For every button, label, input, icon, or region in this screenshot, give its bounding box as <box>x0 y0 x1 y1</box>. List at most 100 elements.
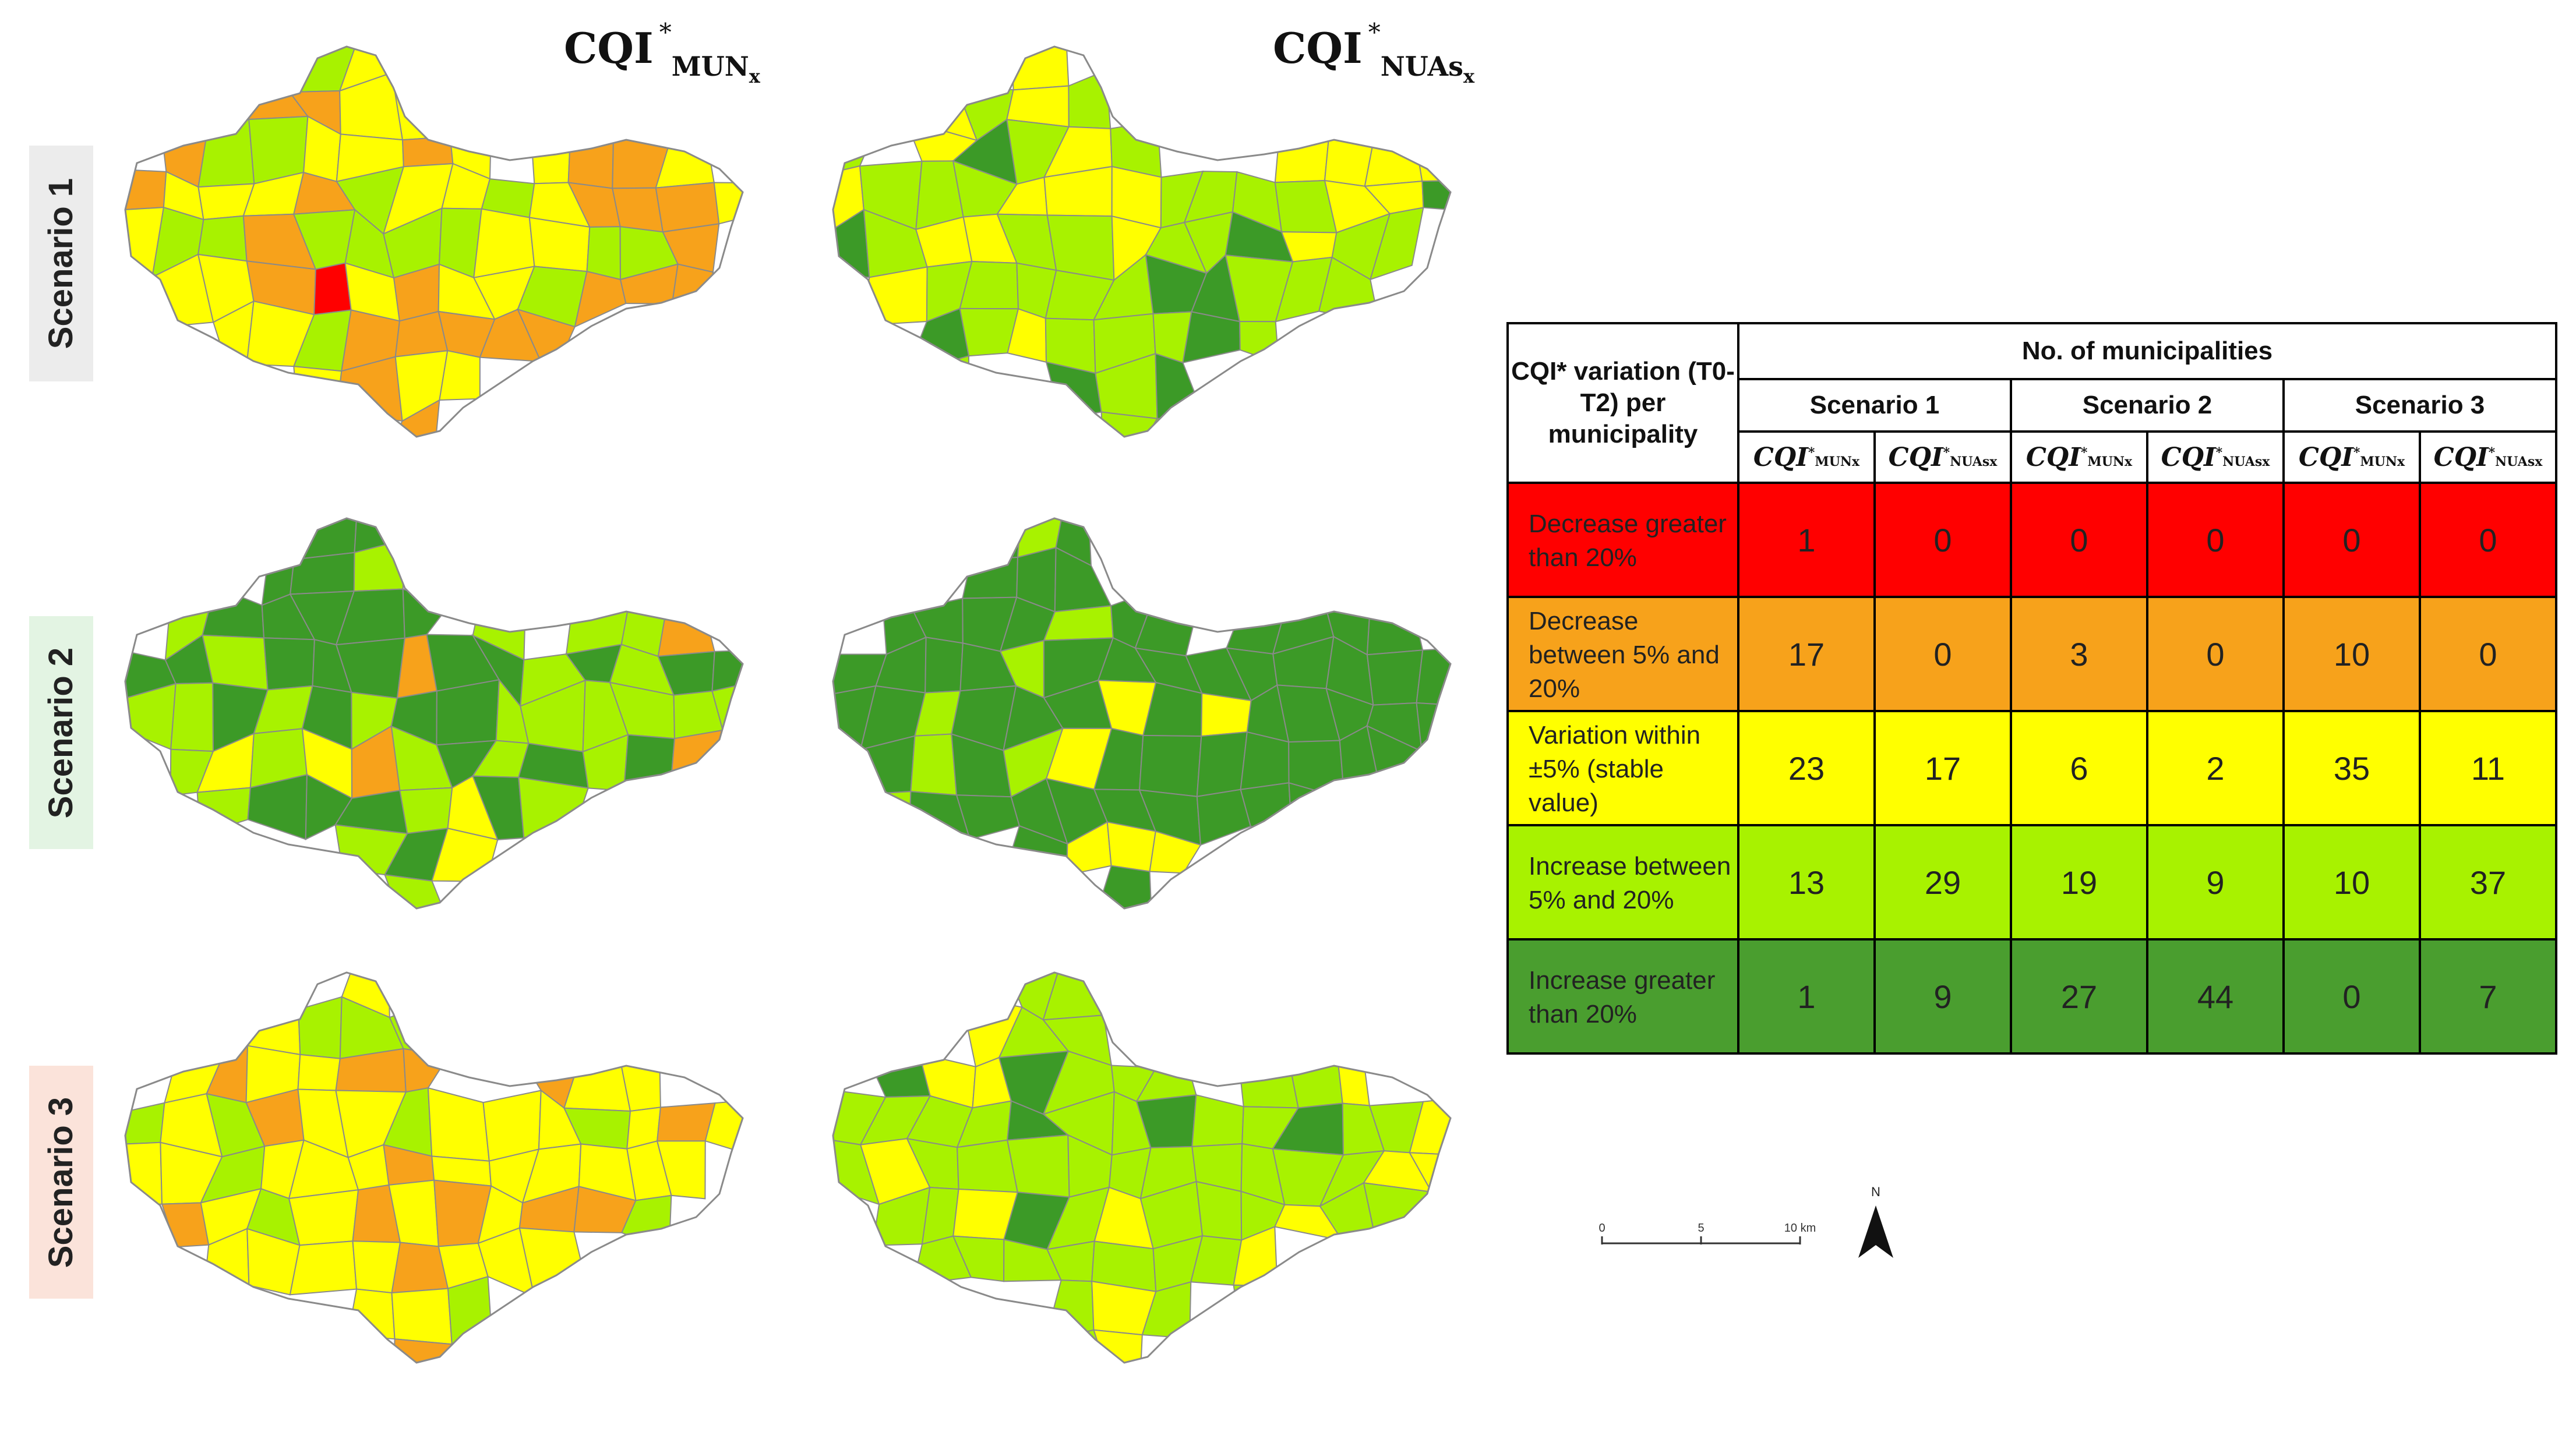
legend-count-cell: 9 <box>1873 938 2012 1055</box>
municipality-area <box>288 1189 359 1246</box>
municipality-area <box>1192 546 1245 611</box>
municipality-area <box>1106 821 1156 872</box>
municipality-area <box>153 1322 226 1363</box>
title-sup: * <box>1368 18 1381 47</box>
municipality-area <box>719 1012 743 1058</box>
legend-header-left: CQI* variation (T0-T2) per municipality <box>1506 322 1739 484</box>
municipality-area <box>1408 821 1451 893</box>
municipality-area <box>202 585 265 639</box>
municipality-area <box>704 1098 743 1159</box>
municipality-area <box>125 1141 163 1205</box>
subheader-main: CQI <box>2433 442 2489 472</box>
municipality-area <box>1000 874 1068 908</box>
legend-count-cell: 9 <box>2146 824 2285 940</box>
municipality-area <box>705 1275 743 1346</box>
municipality-area <box>1100 411 1159 437</box>
municipality-area <box>1103 973 1160 1017</box>
subheader-sub: NUAsx <box>1950 454 1998 469</box>
subheader-main: CQI <box>2161 442 2216 472</box>
subheader-main: CQI <box>1753 442 1808 472</box>
municipality-area <box>263 637 315 691</box>
map-s1-nuas <box>832 45 1452 438</box>
municipality-area <box>473 973 540 1005</box>
legend-count-cell: 7 <box>2419 938 2557 1055</box>
map-s2-mun <box>124 517 744 910</box>
municipality-area <box>197 118 255 188</box>
legend-subheader: CQI*MUNx <box>1737 430 1876 484</box>
map-s2-nuas <box>832 517 1452 910</box>
municipality-area <box>1317 832 1382 887</box>
municipality-area <box>478 398 538 437</box>
municipality-area <box>1187 47 1250 96</box>
municipality-area <box>862 1046 931 1098</box>
legend-count-cell: 17 <box>1737 596 1876 712</box>
municipality-area <box>473 208 535 279</box>
municipality-area <box>402 588 451 639</box>
subheader-sup: * <box>2080 444 2088 460</box>
municipality-area <box>1093 1329 1143 1363</box>
legend-count-cell: 1 <box>1737 938 1876 1055</box>
legend-count-cell: 13 <box>1737 824 1876 940</box>
municipality-area <box>297 1053 341 1091</box>
municipality-area <box>657 606 715 657</box>
legend-count-cell: 17 <box>1873 710 2012 826</box>
municipality-area <box>713 182 743 225</box>
legend-row-label: Decrease greater than 20% <box>1506 482 1739 598</box>
municipality-area <box>399 787 453 835</box>
north-arrow-icon: N <box>1858 1185 1893 1258</box>
region-boundary <box>832 45 1452 438</box>
municipality-area <box>313 262 352 316</box>
municipality-area <box>1366 649 1424 706</box>
municipality-area <box>220 355 254 399</box>
municipality-area <box>1380 832 1419 893</box>
municipality-area <box>447 1275 493 1348</box>
legend-count-cell: 6 <box>2010 710 2148 826</box>
region-boundary <box>832 971 1452 1364</box>
scenario-label-text: Scenario 2 <box>42 647 80 818</box>
legend-subheader: CQI*MUNx <box>2010 430 2148 484</box>
municipality-area <box>867 823 933 884</box>
municipality-area <box>1428 518 1451 549</box>
municipality-area <box>612 187 664 233</box>
municipality-area <box>293 518 358 560</box>
municipality-area <box>711 649 743 692</box>
legend-count-cell: 2 <box>2146 710 2285 826</box>
scale-tick-10: 10 km <box>1784 1222 1816 1235</box>
municipality-area <box>862 404 930 437</box>
municipality-area <box>924 637 964 694</box>
legend-subheader-row: CQI*MUNx CQI*NUAsx CQI*MUNx CQI*NUAsx CQI*MU… <box>1508 430 2557 484</box>
legend-row: Increase greater than 20% 1 9 27 44 0 7 <box>1506 938 2557 1055</box>
municipality-area <box>1317 883 1382 908</box>
region-boundary <box>124 971 744 1364</box>
legend-count-cell: 0 <box>2282 938 2421 1055</box>
municipality-area <box>298 996 343 1059</box>
municipality-area <box>436 679 500 746</box>
municipality-area <box>869 351 931 411</box>
scenario-2-label: Scenario 2 <box>29 616 93 849</box>
map-s1-mun <box>124 45 744 438</box>
municipality-area <box>613 832 680 889</box>
municipality-area <box>704 1342 743 1363</box>
municipality-area <box>160 518 224 543</box>
municipality-area <box>833 518 876 567</box>
column-title-mun: CQI * MUNx <box>564 18 760 105</box>
scenario-3-label: Scenario 3 <box>29 1066 93 1299</box>
municipality-area <box>385 399 440 437</box>
municipality-area <box>1363 883 1431 908</box>
municipality-area <box>399 518 454 563</box>
legend-count-cell: 27 <box>2010 938 2148 1055</box>
municipality-area <box>1233 518 1287 568</box>
municipality-area <box>866 1273 914 1340</box>
municipality-area <box>531 973 587 1005</box>
municipality-area <box>1007 1134 1070 1198</box>
legend-count-cell: 0 <box>1873 482 2012 598</box>
region-boundary <box>124 517 744 910</box>
municipality-area <box>1182 311 1241 364</box>
municipality-area <box>125 1321 160 1363</box>
legend-row: Decrease greater than 20% 1 0 0 0 0 0 <box>1506 482 2557 598</box>
subheader-sub: MUNx <box>2087 454 2133 469</box>
legend-row-label: Increase greater than 20% <box>1506 938 1739 1055</box>
municipality-area <box>1240 731 1290 790</box>
municipality-area <box>1195 1180 1243 1241</box>
municipality-area <box>205 973 270 1019</box>
